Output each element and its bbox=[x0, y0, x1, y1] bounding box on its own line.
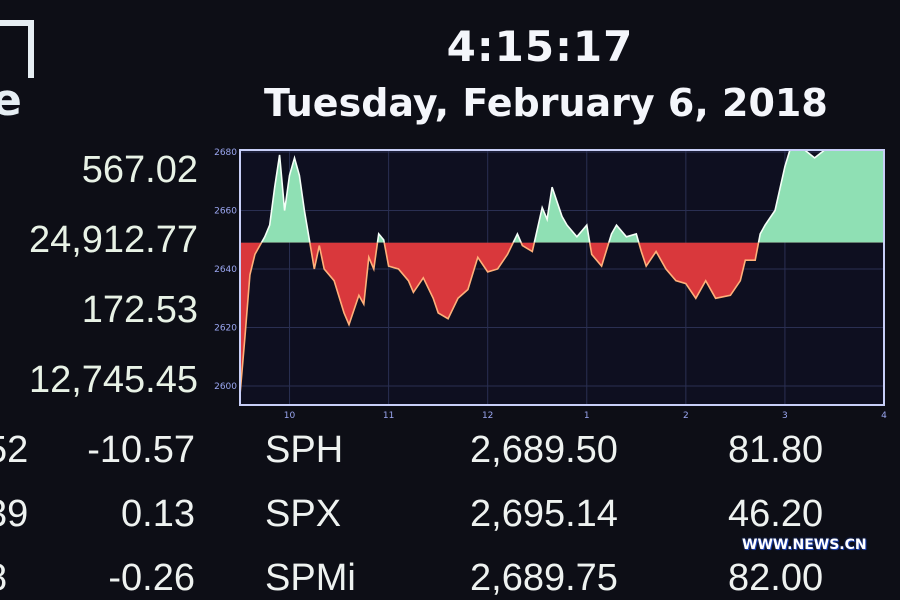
x-tick-label: 1 bbox=[584, 411, 590, 421]
row-price: 2,689.75 bbox=[470, 557, 618, 599]
y-tick-label: 2680 bbox=[214, 148, 237, 158]
row-symbol: SPX bbox=[265, 493, 342, 535]
index-value: 24,912.77 bbox=[28, 219, 198, 261]
x-tick-label: 4 bbox=[881, 411, 887, 421]
index-value: 12,745.45 bbox=[28, 359, 198, 401]
y-tick-label: 2620 bbox=[214, 324, 237, 334]
y-tick-label: 2640 bbox=[214, 265, 237, 275]
area-above-baseline bbox=[240, 150, 884, 243]
y-tick-label: 2600 bbox=[214, 382, 237, 392]
row-change: 0.13 bbox=[121, 493, 195, 535]
row-partial-value: 8 bbox=[0, 556, 7, 600]
row-partial-value: 39 bbox=[0, 493, 29, 535]
row-symbol: SPMi bbox=[265, 557, 356, 599]
x-tick-label: 12 bbox=[482, 411, 493, 421]
x-tick-label: 3 bbox=[782, 411, 788, 421]
index-value: 172.53 bbox=[81, 289, 198, 331]
logo-mark bbox=[0, 20, 34, 78]
row-partial-value: 52 bbox=[0, 429, 29, 471]
x-tick-label: 11 bbox=[383, 411, 394, 421]
price-line-up bbox=[260, 150, 884, 243]
x-tick-label: 2 bbox=[683, 411, 689, 421]
watermark: WWW.NEWS.CN bbox=[742, 537, 867, 553]
clock-time: 4:15:17 bbox=[446, 22, 634, 71]
row-volume: 81.80 bbox=[728, 429, 824, 471]
price-line-down bbox=[240, 242, 760, 395]
row-change: -10.57 bbox=[87, 429, 195, 471]
x-tick-label: 10 bbox=[284, 411, 296, 421]
row-volume: 82.00 bbox=[728, 557, 824, 599]
row-price: 2,695.14 bbox=[470, 493, 618, 535]
area-below-baseline bbox=[240, 242, 884, 395]
row-price: 2,689.50 bbox=[470, 429, 618, 471]
row-change: -0.26 bbox=[108, 557, 195, 599]
plot-frame bbox=[239, 149, 885, 406]
logo-text: e bbox=[0, 75, 22, 126]
row-symbol: SPH bbox=[265, 429, 344, 471]
row-volume: 46.20 bbox=[728, 493, 824, 535]
index-value: 567.02 bbox=[81, 149, 198, 191]
clock-date: Tuesday, February 6, 2018 bbox=[264, 81, 828, 125]
y-tick-label: 2660 bbox=[214, 207, 237, 217]
